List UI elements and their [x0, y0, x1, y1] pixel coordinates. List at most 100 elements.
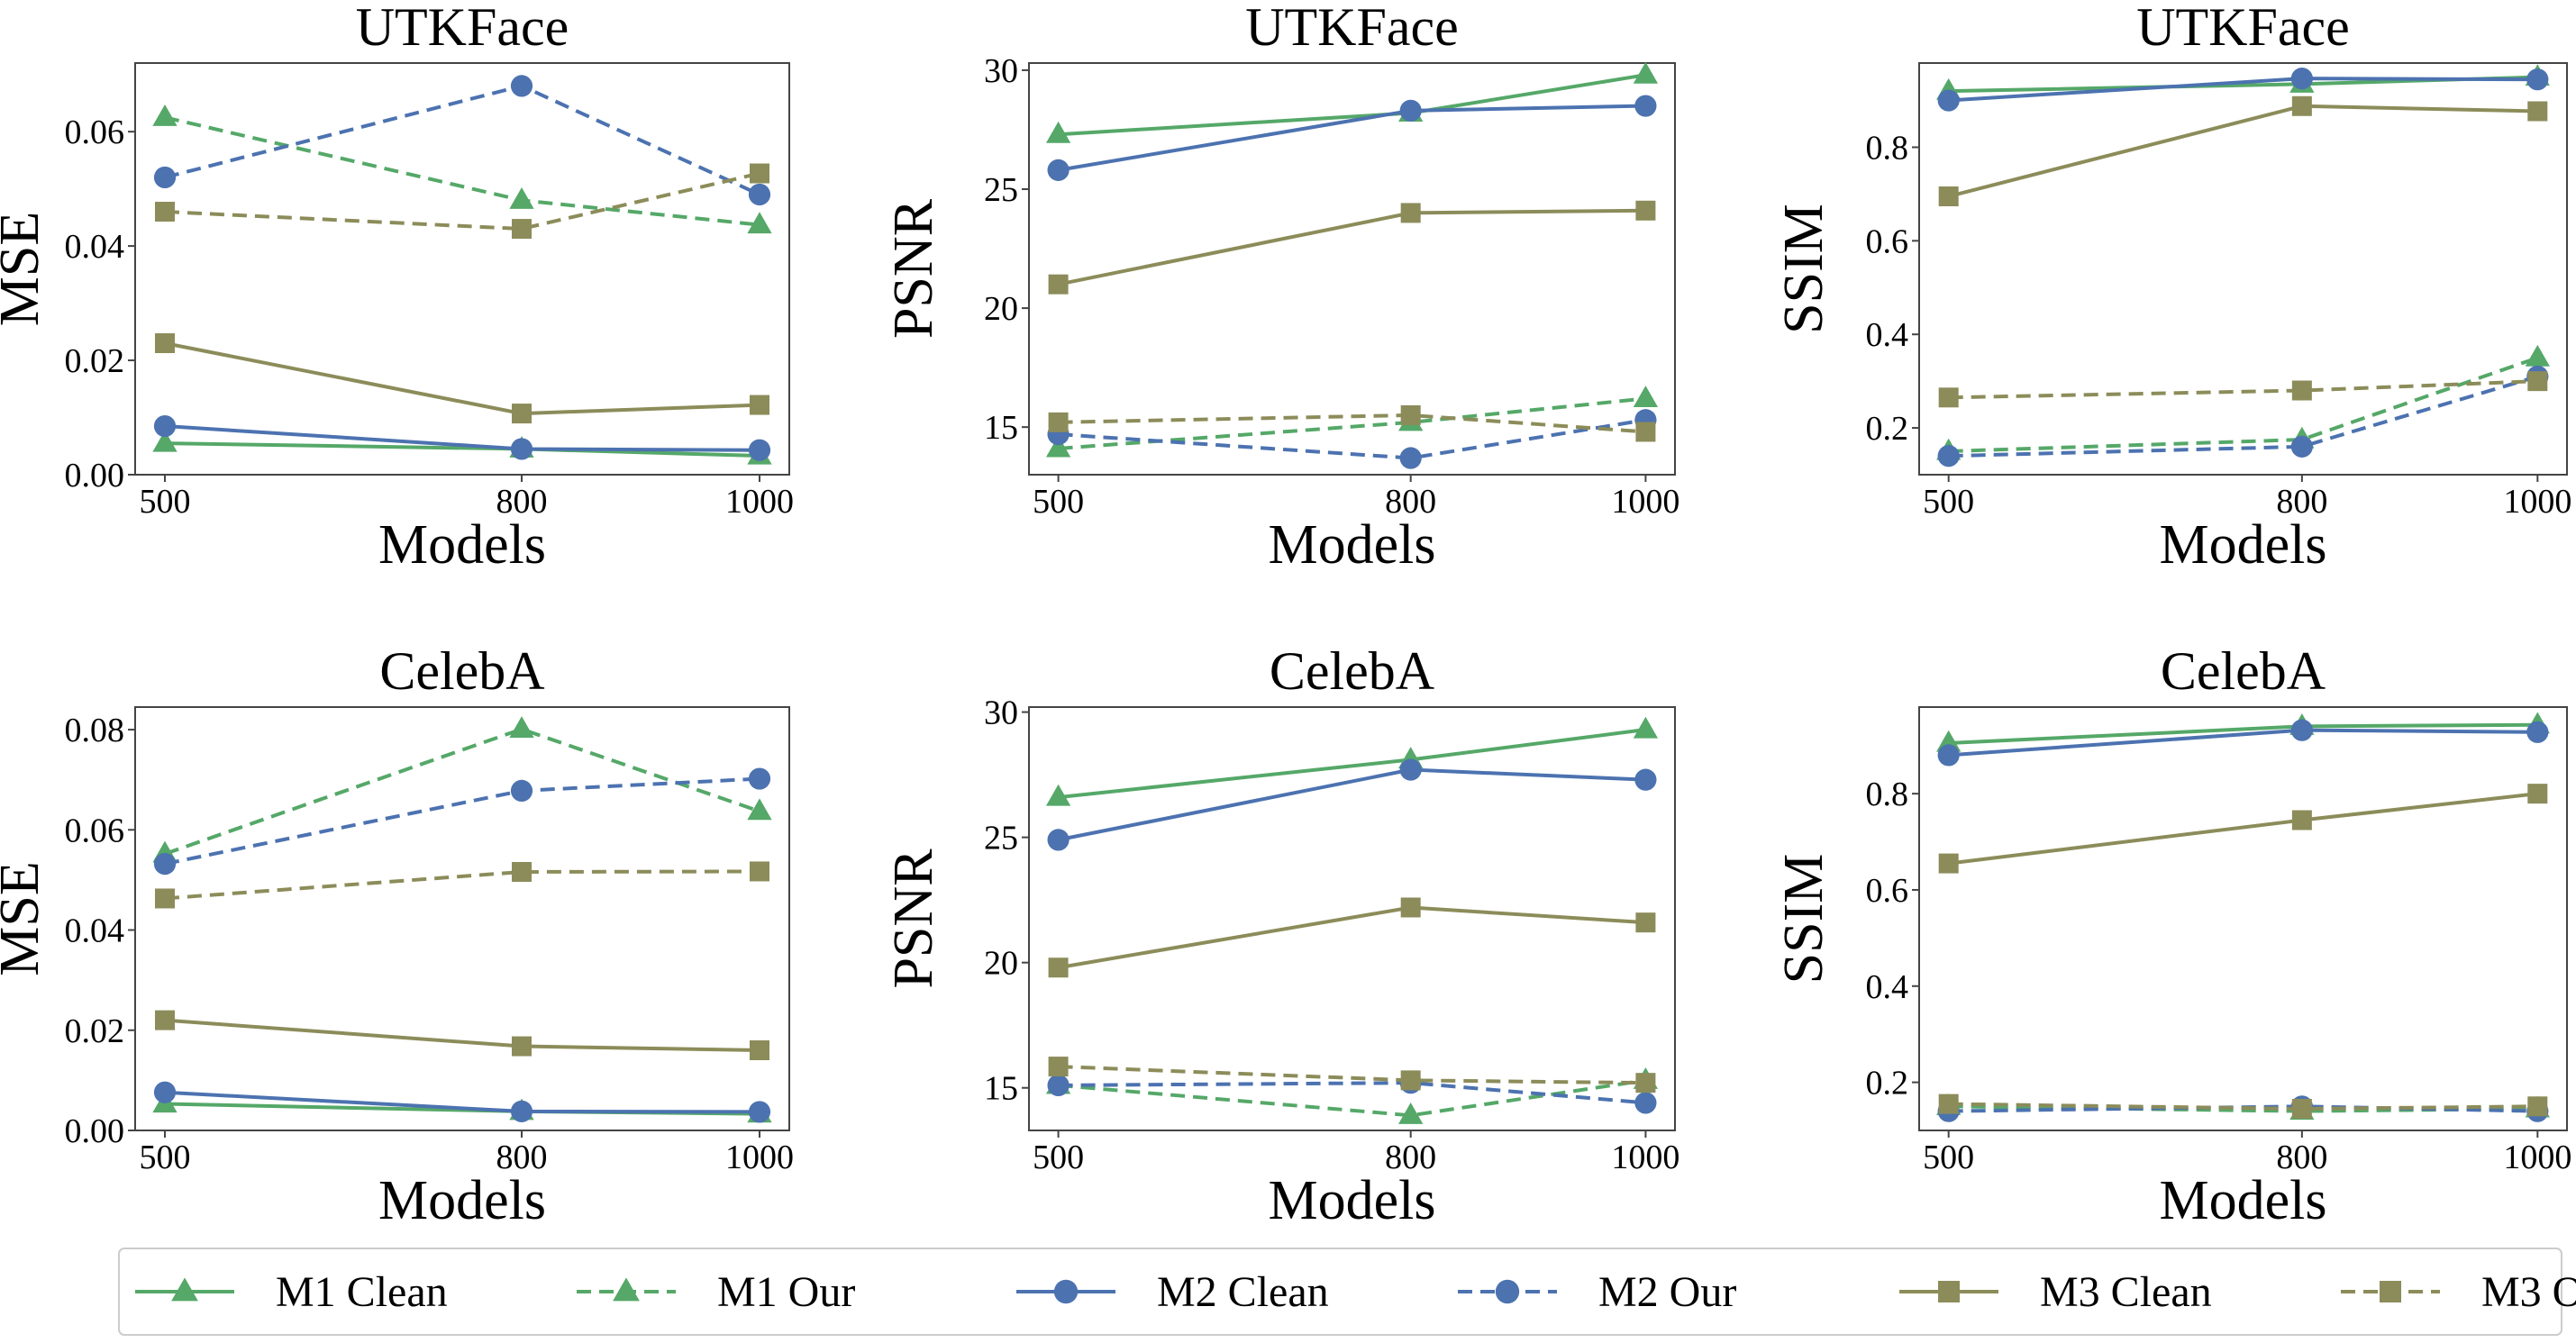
data-point-triangle	[1045, 435, 1071, 458]
data-point-square	[1938, 853, 1959, 874]
x-tick-label: 1000	[725, 483, 794, 521]
data-point-circle	[2290, 435, 2313, 458]
data-point-square	[1635, 1073, 1656, 1093]
data-point-square	[1938, 387, 1959, 408]
series-m3-our	[1938, 371, 2548, 408]
x-axis-label: Models	[2160, 514, 2327, 576]
legend-item-m2-our: M2 Our	[1458, 1268, 1736, 1316]
data-point-circle	[748, 183, 771, 206]
data-point-square	[155, 1010, 175, 1030]
series-line	[1948, 792, 2538, 866]
data-point-circle	[748, 439, 771, 461]
x-tick-label: 500	[1923, 1139, 1974, 1176]
series-line	[1948, 1104, 2538, 1113]
y-axis-label: MSE	[0, 212, 50, 326]
y-tick-label: 0.08	[65, 712, 125, 749]
series-line	[164, 171, 760, 231]
x-tick-label: 800	[1385, 1139, 1436, 1176]
data-point-circle	[510, 75, 533, 97]
y-tick-label: 0.8	[1866, 776, 1909, 813]
chart-title: UTKFace	[1245, 0, 1459, 57]
y-axis-label: SSIM	[1773, 204, 1834, 334]
series-line	[1058, 767, 1646, 842]
data-point-square	[512, 404, 532, 424]
chart-panel-2: UTKFace 500 800 1000 15 20 25 30 Models PSNR	[883, 0, 1679, 576]
chart-panel-5: CelebA 500 800 1000 15 20 25 30 Models PSNR	[883, 641, 1679, 1231]
y-tick-label: 20	[984, 945, 1018, 983]
data-point-triangle	[509, 187, 534, 209]
data-point-square	[512, 219, 532, 240]
data-point-square	[2527, 371, 2548, 392]
y-tick-label: 0.02	[65, 342, 125, 380]
x-axis-label: Models	[378, 514, 546, 576]
data-point-circle	[1634, 1092, 1657, 1114]
data-point-triangle	[1045, 121, 1071, 143]
series-line	[164, 869, 760, 901]
data-point-square	[1635, 200, 1656, 221]
y-tick-label: 25	[984, 171, 1018, 209]
y-axis-label: SSIM	[1773, 854, 1834, 985]
series-m1-clean	[1045, 61, 1659, 143]
data-point-circle	[153, 166, 177, 189]
series-line	[164, 727, 760, 856]
series-m2-clean	[1937, 719, 2549, 767]
y-axis-label: PSNR	[883, 848, 944, 989]
legend-item-m3-our: M3 Our	[2341, 1268, 2576, 1316]
y-tick-label: 0.4	[1866, 316, 1909, 354]
series-m2-clean	[153, 1081, 771, 1123]
series-line	[1948, 728, 2538, 758]
series-m3-clean	[155, 333, 769, 424]
legend-label: M2 Clean	[1157, 1268, 1329, 1316]
series-line	[164, 424, 760, 452]
data-point-square	[155, 202, 175, 222]
data-point-square	[1635, 422, 1656, 442]
data-point-circle	[1937, 445, 1960, 467]
x-tick-label: 1000	[1611, 483, 1679, 521]
data-point-triangle	[1633, 716, 1659, 739]
series-m2-clean	[1047, 758, 1657, 851]
series-m3-our	[1048, 404, 1656, 442]
series-line	[1948, 356, 2538, 454]
data-point-circle	[2290, 68, 2313, 90]
series-line	[1948, 1102, 2538, 1111]
x-axis-label: Models	[378, 1170, 546, 1231]
legend: M1 Clean M1 Our M2 Clean M2 Our M3 Clean M3 O…	[118, 1248, 2576, 1336]
data-point-triangle	[1398, 1102, 1424, 1124]
data-point-square	[750, 163, 769, 184]
data-point-circle	[1634, 768, 1657, 791]
series-line	[1058, 1081, 1646, 1105]
data-point-square	[512, 1036, 532, 1057]
chart-title: UTKFace	[2136, 0, 2350, 57]
y-tick-label: 0.06	[65, 113, 125, 151]
data-point-circle	[1937, 89, 1960, 112]
data-point-triangle	[747, 212, 772, 234]
plot-frame	[1918, 62, 2568, 476]
data-point-circle	[1399, 447, 1422, 469]
series-m2-our	[153, 75, 771, 206]
x-tick-label: 1000	[2503, 483, 2571, 521]
y-tick-label: 25	[984, 820, 1018, 858]
legend-marker-square	[2380, 1281, 2401, 1302]
x-axis-label: Models	[2160, 1170, 2327, 1231]
series-line	[1058, 905, 1646, 970]
series-line	[1058, 208, 1646, 286]
series-line	[1058, 418, 1646, 460]
x-tick-label: 800	[496, 1139, 548, 1176]
data-point-square	[1938, 1093, 1959, 1114]
x-tick-label: 800	[2276, 1139, 2327, 1176]
data-point-circle	[153, 414, 177, 438]
plot-frame	[1918, 706, 2568, 1131]
data-point-circle	[1047, 159, 1070, 181]
y-axis-label: MSE	[0, 861, 50, 975]
data-point-square	[512, 861, 532, 882]
series-m2-clean	[153, 414, 771, 461]
legend-label: M1 Our	[717, 1268, 855, 1316]
series-m3-clean	[1938, 784, 2548, 874]
series-m2-clean	[1047, 95, 1657, 181]
series-m3-clean	[1048, 897, 1656, 978]
series-m2-clean	[1937, 68, 2549, 112]
x-tick-label: 800	[496, 483, 548, 521]
series-m1-clean	[1045, 716, 1659, 806]
data-point-square	[750, 861, 769, 882]
